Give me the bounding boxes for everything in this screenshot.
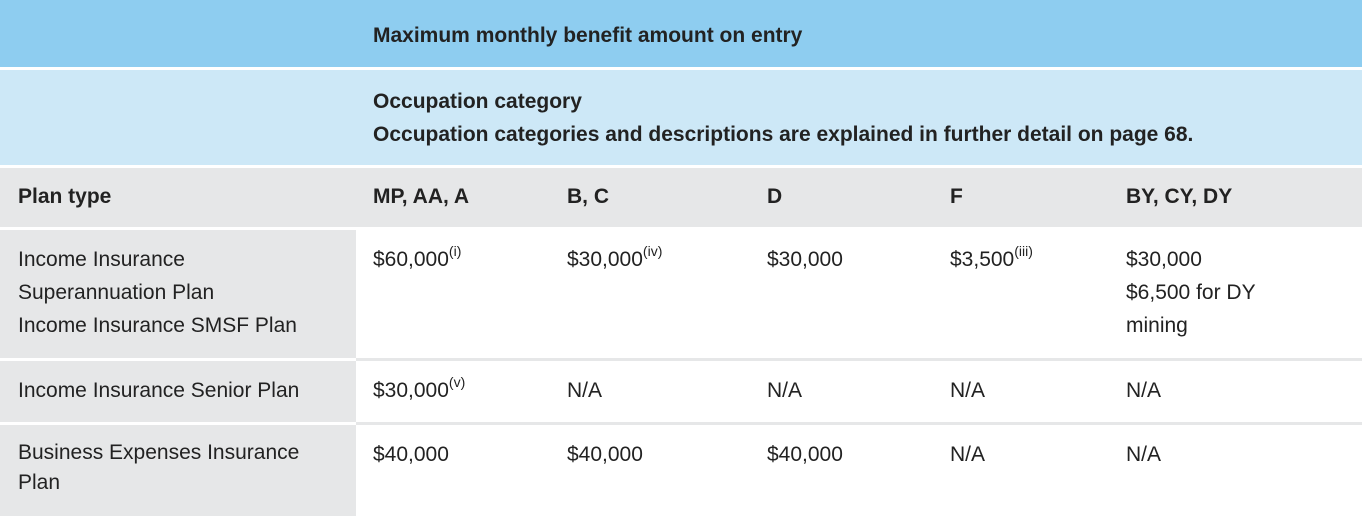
table-title-row: Maximum monthly benefit amount on entry — [0, 0, 1362, 67]
cell-value: $30,000 — [373, 379, 449, 402]
table-title: Maximum monthly benefit amount on entry — [373, 24, 803, 47]
value-cell: N/A — [567, 379, 603, 402]
plan-type-line: Income Insurance Senior Plan — [18, 379, 300, 402]
footnote-ref: (iii) — [1014, 243, 1033, 259]
value-cell: $60,000(i) — [356, 230, 567, 358]
value-cell: $40,000 — [373, 443, 449, 466]
header-d: D — [767, 185, 783, 208]
footnote-ref: (i) — [448, 243, 462, 259]
plan-type-line: Income Insurance SMSF Plan — [18, 314, 297, 337]
value-cell: N/A — [1126, 443, 1162, 466]
footnote-ref: (iv) — [642, 243, 663, 259]
value-cell: $30,000 $6,500 for DY mining — [1126, 230, 1362, 358]
value-cell: N/A — [950, 379, 986, 402]
column-header-row: Plan type MP, AA, A B, C D F BY, CY, DY — [0, 168, 1362, 227]
title-row-spacer — [0, 0, 356, 67]
plan-type-line: Business Expenses Insurance — [18, 441, 300, 464]
occupation-note: Occupation categories and descriptions a… — [373, 123, 1194, 146]
occupation-row-spacer — [0, 70, 356, 165]
plan-type-cell: Business Expenses Insurance Plan — [0, 425, 356, 516]
header-mp-aa-a: MP, AA, A — [373, 185, 470, 208]
row-divider — [356, 422, 1362, 425]
table-row: Income Insurance Superannuation Plan Inc… — [0, 230, 1362, 358]
plan-type-cell: Income Insurance Superannuation Plan Inc… — [0, 230, 356, 358]
value-cell: N/A — [1126, 379, 1162, 402]
header-plan-type: Plan type — [0, 168, 356, 227]
occupation-row: Occupation category Occupation categorie… — [0, 70, 1362, 165]
occupation-cell: Occupation category Occupation categorie… — [356, 70, 1193, 165]
occupation-heading: Occupation category — [373, 90, 582, 113]
cell-value: $60,000 — [373, 248, 449, 271]
plan-type-line: Superannuation Plan — [18, 281, 215, 304]
plan-type-line: Plan — [18, 471, 61, 494]
value-cell: $30,000(iv) — [567, 230, 767, 358]
plan-type-line: Income Insurance — [18, 248, 185, 271]
value-cell: $30,000 — [767, 230, 950, 358]
value-cell: $40,000 — [567, 443, 643, 466]
row-divider — [356, 358, 1362, 361]
table-row: Income Insurance Senior Plan $30,000(v) … — [0, 361, 1362, 422]
cell-value: $3,500 — [950, 248, 1015, 271]
header-by-cy-dy: BY, CY, DY — [1126, 185, 1233, 208]
table-row: Business Expenses Insurance Plan $40,000… — [0, 425, 1362, 516]
value-cell: $30,000(v) — [356, 361, 567, 422]
header-f: F — [950, 185, 963, 208]
cell-value-line: $30,000 — [1126, 248, 1202, 271]
value-cell: $3,500(iii) — [950, 230, 1126, 358]
cell-value-line: $6,500 for DY — [1126, 281, 1256, 304]
value-cell: $40,000 — [767, 443, 843, 466]
value-cell: N/A — [950, 443, 986, 466]
cell-value: $30,000 — [767, 248, 843, 271]
cell-value: $30,000 — [567, 248, 643, 271]
header-b-c: B, C — [567, 185, 609, 208]
footnote-ref: (v) — [448, 374, 466, 390]
value-cell: N/A — [767, 379, 803, 402]
cell-value-line: mining — [1126, 314, 1188, 337]
plan-type-cell: Income Insurance Senior Plan — [0, 361, 356, 422]
